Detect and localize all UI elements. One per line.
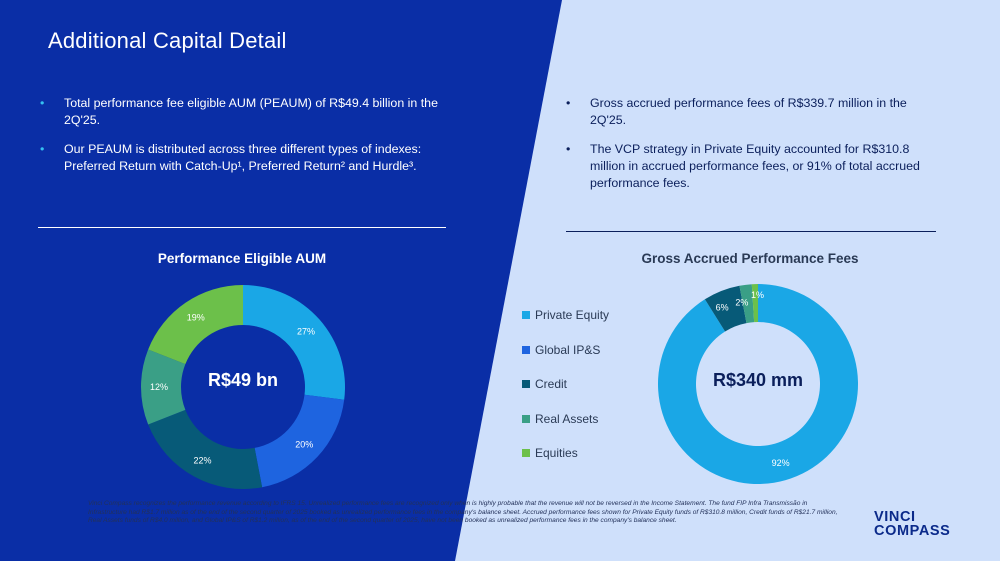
donut-slice-equities: [148, 285, 243, 365]
page-title: Additional Capital Detail: [48, 28, 287, 53]
slice-data-label: 1%: [751, 290, 764, 300]
donut-slice-credit: [148, 409, 263, 489]
right-bullet-list: • Gross accrued performance fees of R$339…: [566, 95, 936, 204]
donut-slice-global-ip-s: [254, 394, 345, 488]
legend-item: Real Assets: [522, 412, 609, 447]
chart-legend: Private Equity Global IP&S Credit Real A…: [522, 308, 609, 481]
legend-label: Private Equity: [535, 308, 610, 322]
legend-item: Credit: [522, 377, 609, 412]
legend-swatch: [522, 414, 530, 423]
fees-donut-chart: 92% 6% 2%1%: [658, 284, 858, 484]
legend-label: Equities: [535, 446, 578, 461]
bullet-text: Total performance fee eligible AUM (PEAU…: [64, 96, 438, 127]
bullet-dot: •: [40, 142, 45, 156]
legend-swatch: [522, 345, 530, 354]
right-divider: [566, 231, 936, 232]
legend-item: Global IP&S: [522, 343, 609, 378]
right-bullet-item: • Gross accrued performance fees of R$339…: [566, 95, 936, 129]
bullet-dot: •: [40, 96, 45, 110]
bullet-text: Our PEAUM is distributed across three di…: [64, 142, 422, 173]
left-panel-background: [0, 0, 562, 561]
peaum-total-label: R$49 bn: [207, 370, 279, 390]
left-bullet-item: • Our PEAUM is distributed across three d…: [40, 141, 460, 175]
bullet-dot: •: [566, 96, 571, 110]
donut-slice-private-equity: [243, 285, 345, 400]
left-divider: [38, 227, 446, 228]
legend-swatch: [522, 449, 530, 458]
legend-swatch: [522, 380, 530, 389]
peaum-donut-chart: 27% 20% 22% 12% 19%: [141, 285, 345, 489]
legend-item: Equities: [522, 446, 609, 481]
slice-data-label: 92%: [772, 458, 790, 468]
footnote: Vinci Compass recognizes the performance…: [88, 500, 838, 525]
bullet-text: The VCP strategy in Private Equity accou…: [590, 142, 920, 190]
fees-chart-title: Gross Accrued Performance Fees: [641, 251, 859, 266]
legend-label: Credit: [535, 377, 568, 392]
slice-data-label: 2%: [735, 298, 748, 308]
logo-line-2: COMPASS: [874, 523, 951, 539]
company-logo: VINCI COMPASS: [874, 509, 951, 539]
bullet-dot: •: [566, 142, 571, 156]
legend-label: Global IP&S: [535, 342, 601, 357]
peaum-chart-title: Performance Eligible AUM: [157, 251, 327, 266]
slice-data-label: 6%: [716, 303, 729, 313]
left-bullet-item: • Total performance fee eligible AUM (PEA…: [40, 95, 460, 129]
right-bullet-item: • The VCP strategy in Private Equity acco…: [566, 141, 936, 192]
slice-data-label: 19%: [187, 313, 205, 323]
legend-swatch: [522, 311, 530, 319]
donut-slice-real-assets: [739, 284, 755, 324]
logo-line-1: VINCI: [874, 509, 916, 525]
left-bullet-list: • Total performance fee eligible AUM (PEA…: [40, 95, 460, 187]
donut-slice-equities: [751, 284, 758, 323]
slice-data-label: 27%: [297, 326, 315, 336]
fees-total-label: R$340 mm: [712, 370, 804, 390]
donut-slice-private-equity: [658, 284, 858, 484]
donut-slice-real-assets: [141, 349, 186, 425]
legend-label: Real Assets: [535, 411, 599, 426]
slice-data-label: 12%: [150, 382, 168, 392]
bullet-text: Gross accrued performance fees of R$339.…: [590, 96, 907, 127]
slice-data-label: 22%: [194, 456, 212, 466]
legend-item: Private Equity: [522, 308, 609, 343]
slice-data-label: 20%: [295, 440, 313, 450]
donut-slice-credit: [704, 285, 747, 332]
